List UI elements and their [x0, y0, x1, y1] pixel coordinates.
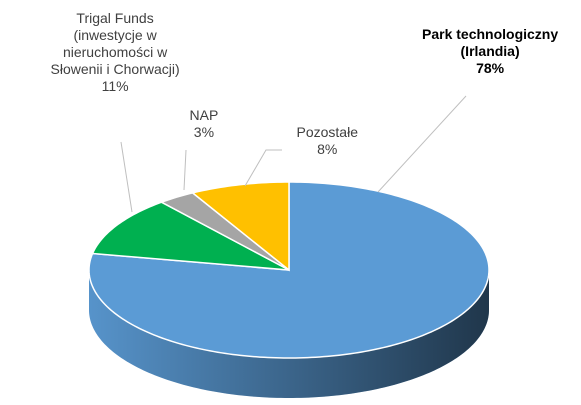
category-label: NAP: [189, 107, 219, 123]
leader-line: [120, 141, 133, 213]
leader-line: [377, 95, 467, 193]
category-label: Park technologiczny (Irlandia): [422, 26, 559, 59]
side-shade: [89, 270, 489, 398]
data-label: Pozostałe 8%: [297, 124, 358, 158]
slice: [159, 192, 290, 271]
value-label: 11%: [101, 78, 129, 94]
leader-lines: [120, 95, 467, 213]
data-label: NAP 3%: [190, 107, 219, 141]
leader-line: [183, 149, 187, 191]
slice: [91, 201, 290, 271]
value-label: 78%: [476, 60, 505, 76]
slice: [190, 181, 290, 272]
value-label: 3%: [193, 124, 215, 140]
data-label: Trigal Funds (inwestycje w nieruchomości…: [51, 10, 180, 95]
value-label: 8%: [317, 141, 338, 157]
category-label: Pozostałe: [296, 124, 358, 140]
leader-line: [244, 149, 282, 187]
category-label: Trigal Funds (inwestycje w nieruchomości…: [50, 10, 180, 77]
data-label: Park technologiczny (Irlandia) 78%: [422, 26, 558, 77]
